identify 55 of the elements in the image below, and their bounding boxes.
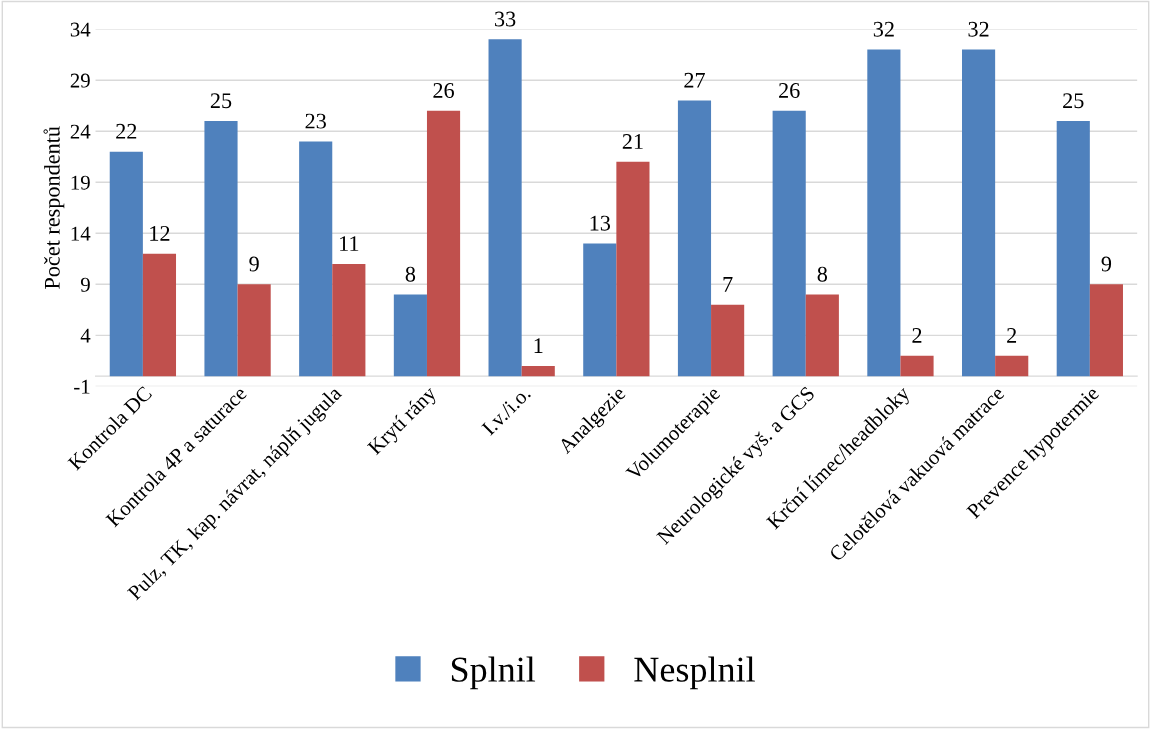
y-tick-label: -1 — [74, 379, 90, 394]
data-label: 25 — [1063, 93, 1084, 109]
data-label: 7 — [723, 277, 733, 292]
data-label: 2 — [1007, 327, 1017, 343]
y-tick-label: 24 — [70, 124, 91, 139]
data-label: 22 — [116, 123, 137, 139]
data-label: 26 — [433, 83, 454, 98]
bar — [962, 49, 996, 377]
bar — [711, 304, 745, 377]
data-label: 13 — [590, 215, 611, 231]
bar — [616, 161, 650, 377]
bar — [521, 365, 555, 377]
data-label: 32 — [968, 21, 989, 37]
bar — [393, 294, 427, 377]
legend-label: Nesplnil — [634, 656, 755, 690]
y-axis-title: Počet respondentů — [43, 126, 65, 289]
bar — [237, 284, 271, 377]
data-label: 9 — [249, 256, 259, 272]
data-label: 33 — [495, 11, 516, 27]
data-label: 25 — [210, 93, 232, 109]
bar — [426, 110, 461, 377]
bar — [332, 263, 366, 377]
bar — [142, 253, 177, 377]
bar — [299, 141, 333, 377]
data-label: 8 — [405, 266, 416, 282]
data-label: 32 — [873, 21, 894, 37]
data-label: 12 — [150, 225, 170, 241]
data-label: 8 — [817, 266, 828, 282]
data-label: 11 — [340, 236, 359, 251]
bar — [867, 49, 901, 377]
bar — [805, 294, 839, 377]
data-label: 27 — [684, 72, 705, 88]
bar — [772, 110, 806, 377]
data-label: 26 — [779, 83, 800, 98]
y-tick-label: 4 — [80, 328, 91, 343]
bar — [900, 355, 934, 377]
data-label: 9 — [1101, 256, 1112, 272]
bar — [1056, 121, 1090, 377]
bar — [488, 39, 522, 377]
y-tick-label: 29 — [70, 73, 90, 88]
data-label: 2 — [912, 327, 922, 343]
data-label: 23 — [305, 113, 326, 129]
bar — [583, 243, 617, 377]
y-tick-label: 19 — [71, 175, 90, 190]
data-label: 1 — [534, 338, 543, 353]
legend-label: Splnil — [451, 656, 536, 690]
bar — [677, 100, 712, 377]
data-label: 21 — [622, 134, 643, 149]
bar — [204, 121, 238, 377]
bar — [109, 151, 143, 377]
bar — [1089, 284, 1123, 377]
bar — [995, 355, 1029, 377]
y-tick-label: 9 — [80, 277, 90, 292]
y-tick-label: 34 — [70, 22, 91, 37]
y-tick-label: 14 — [71, 226, 91, 241]
